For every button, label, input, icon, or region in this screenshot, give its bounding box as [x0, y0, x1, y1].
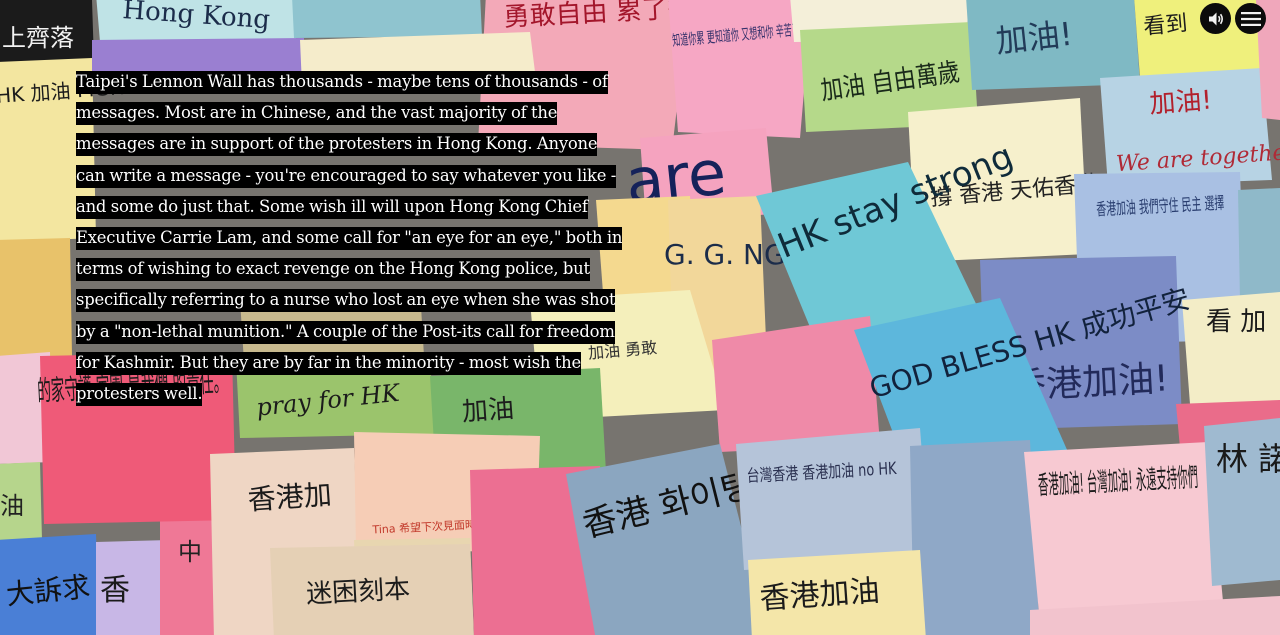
svg-text:看到: 看到 — [1143, 11, 1189, 40]
sticky-note: 林 諾 — [1204, 418, 1280, 586]
svg-text:加油: 加油 — [461, 394, 515, 428]
sticky-note: 迷困刻本 — [270, 544, 474, 635]
svg-text:林 諾: 林 諾 — [1216, 440, 1280, 478]
svg-text:加油!: 加油! — [994, 15, 1074, 61]
svg-text:上齊落: 上齊落 — [2, 24, 74, 52]
sticky-note: 加油! — [966, 0, 1140, 90]
sticky-note: 加油! — [1100, 68, 1272, 186]
svg-text:加油!: 加油! — [1148, 85, 1212, 119]
menu-button[interactable] — [1235, 3, 1266, 34]
photo-caption: Taipei's Lennon Wall has thousands - may… — [76, 66, 628, 409]
sticky-note: 香港 화이팅! — [566, 444, 769, 635]
svg-text:迷困刻本: 迷困刻本 — [305, 574, 410, 609]
sticky-note: pray for HK — [236, 354, 434, 438]
sticky-note: 看 加 — [1182, 292, 1280, 408]
sticky-note: 香港加油! 台灣加油! 永遠支持你們 — [1024, 442, 1224, 624]
svg-text:香港加油: 香港加油 — [759, 574, 881, 617]
sticky-note: 台灣香港 香港加油 no HK — [736, 428, 930, 570]
svg-text:中: 中 — [178, 538, 202, 566]
svg-text:油: 油 — [0, 492, 24, 520]
sticky-note: 知道你累 更知道你 又想和你 辛苦了 — [668, 0, 812, 138]
svg-text:香: 香 — [100, 573, 130, 608]
sticky-note: 加油 自由萬歲 — [800, 22, 978, 132]
svg-text:看 加: 看 加 — [1206, 307, 1266, 337]
sticky-note: 撐 香港 天佑香港 — [908, 98, 1099, 262]
sticky-note: 看到 — [1134, 0, 1268, 78]
svg-text:G. G. NG!: G. G. NG! — [664, 238, 797, 271]
svg-text:香港加: 香港加 — [247, 478, 333, 517]
hamburger-menu-icon — [1240, 11, 1261, 26]
sticky-note: 上齊落 — [0, 0, 94, 64]
sticky-note: Hong Kong — [96, 0, 296, 42]
sound-toggle-button[interactable] — [1200, 3, 1231, 34]
sticky-note: 香港加油 — [748, 550, 926, 635]
caption-text: Taipei's Lennon Wall has thousands - may… — [76, 71, 622, 407]
speaker-icon — [1208, 12, 1223, 25]
